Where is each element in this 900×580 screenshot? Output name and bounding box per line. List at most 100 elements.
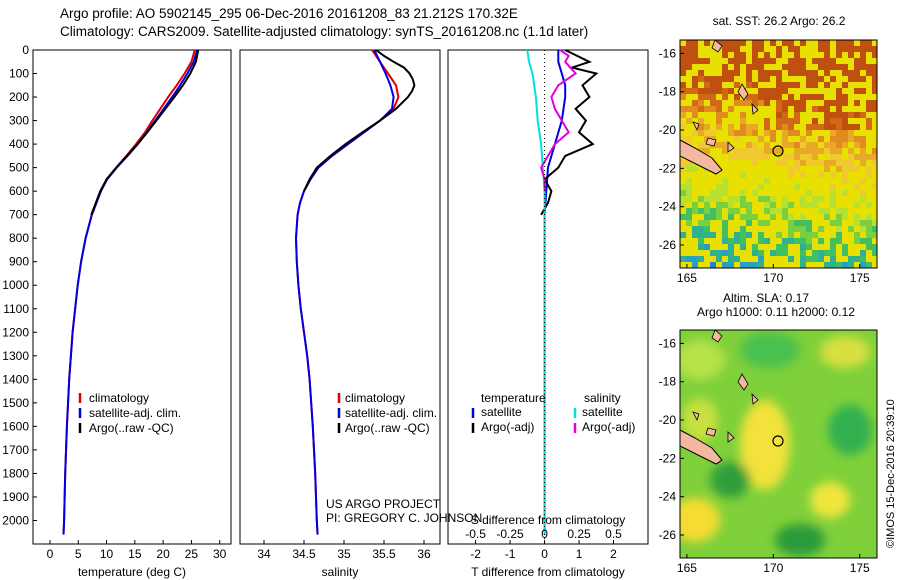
x-tick-label: 25 (185, 547, 199, 561)
sst-cell (806, 94, 812, 100)
chart-title-line1: Argo profile: AO 5902145_295 06-Dec-2016… (60, 6, 518, 21)
sst-cell (698, 220, 704, 226)
sst-cell (836, 148, 842, 154)
new-caledonia-land (680, 139, 723, 175)
s-difference-xlabel: S difference from climatology (471, 513, 626, 527)
depth-tick-label: 800 (9, 231, 29, 245)
sst-cell (746, 100, 752, 106)
sst-cell (818, 106, 824, 112)
sst-cell (788, 142, 794, 148)
sst-cell (812, 160, 818, 166)
sst-cell (830, 160, 836, 166)
sst-cell (752, 142, 758, 148)
sst-cell (830, 118, 836, 124)
sst-cell (866, 154, 872, 160)
sst-cell (842, 208, 848, 214)
sst-cell (764, 52, 770, 58)
sst-cell (794, 130, 800, 136)
sst-cell (776, 118, 782, 124)
sst-cell (776, 148, 782, 154)
sst-cell (764, 70, 770, 76)
sst-cell (794, 148, 800, 154)
sst-cell (806, 130, 812, 136)
sst-cell (812, 94, 818, 100)
sst-cell (710, 100, 716, 106)
sst-cell (692, 232, 698, 238)
sst-cell (758, 262, 764, 268)
sst-cell (722, 238, 728, 244)
sst-cell (824, 160, 830, 166)
sst-cell (836, 208, 842, 214)
sst-cell (686, 40, 692, 46)
sst-cell (746, 148, 752, 154)
sst-cell (848, 154, 854, 160)
depth-tick-label: 500 (9, 161, 29, 175)
sst-cell (824, 148, 830, 154)
sst-argo-position-marker (772, 145, 784, 157)
sst-cell (752, 52, 758, 58)
sst-cell (854, 136, 860, 142)
sst-cell (788, 82, 794, 88)
sst-cell (812, 178, 818, 184)
sst-cell (830, 190, 836, 196)
sst-cell (830, 244, 836, 250)
sst-cell (686, 214, 692, 220)
sst-cell (872, 82, 877, 88)
sst-cell (692, 58, 698, 64)
sst-cell (740, 40, 746, 46)
sst-cell (860, 190, 866, 196)
sst-cell (824, 40, 830, 46)
sst-cell (788, 40, 794, 46)
lon-tick-label: 165 (677, 561, 697, 575)
sst-cell (860, 256, 866, 262)
sst-cell (758, 196, 764, 202)
salinity-legend: climatology satellite-adj. clim. Argo(..… (337, 391, 437, 435)
depth-tick-label: 1700 (2, 443, 29, 457)
sst-cell (854, 46, 860, 52)
sst-cell (740, 190, 746, 196)
sst-cell (860, 142, 866, 148)
sst-cell (758, 100, 764, 106)
sst-cell (830, 58, 836, 64)
sst-cell (710, 196, 716, 202)
sst-cell (836, 232, 842, 238)
sst-cell (698, 88, 704, 94)
sst-cell (722, 190, 728, 196)
sst-cell (842, 130, 848, 136)
sst-cell (782, 238, 788, 244)
sst-cell (860, 46, 866, 52)
sst-cell (800, 40, 806, 46)
sst-cell (776, 112, 782, 118)
depth-tick-label: 400 (9, 137, 29, 151)
sst-cell (842, 118, 848, 124)
sst-cell (752, 160, 758, 166)
sst-cell (812, 250, 818, 256)
sst-cell (752, 64, 758, 70)
x-tick-label: 5 (75, 547, 82, 561)
sst-cell (830, 172, 836, 178)
sst-cell (800, 256, 806, 262)
sst-cell (752, 244, 758, 250)
sst-cell (686, 256, 692, 262)
sst-cell (704, 82, 710, 88)
sst-cell (686, 178, 692, 184)
sst-cell (800, 196, 806, 202)
sst-cell (698, 106, 704, 112)
sst-cell (854, 154, 860, 160)
depth-tick-label: 900 (9, 255, 29, 269)
sst-cell (698, 226, 704, 232)
sst-cell (680, 172, 686, 178)
sst-cell (794, 82, 800, 88)
depth-tick-label: 0 (22, 43, 29, 57)
sst-cell (800, 160, 806, 166)
depth-tick-label: 1500 (2, 396, 29, 410)
sst-cell (812, 106, 818, 112)
sst-cell (734, 178, 740, 184)
sst-cell (836, 40, 842, 46)
sst-cell (710, 94, 716, 100)
sst-cell (806, 220, 812, 226)
s-tick-label: -0.5 (465, 527, 486, 541)
sst-cell (716, 190, 722, 196)
sst-cell (800, 262, 806, 268)
sst-cell (716, 118, 722, 124)
